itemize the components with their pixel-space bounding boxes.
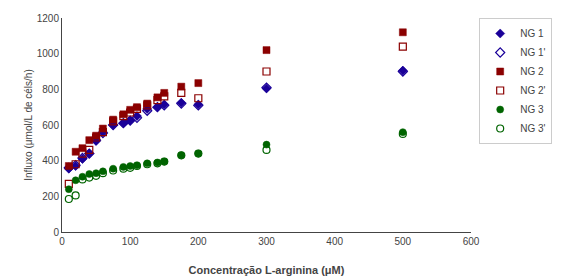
- svg-text:NG 1: NG 1: [520, 28, 544, 39]
- svg-text:0: 0: [59, 236, 65, 247]
- svg-text:1000: 1000: [37, 48, 60, 59]
- svg-text:NG 2': NG 2': [520, 85, 545, 96]
- svg-text:100: 100: [122, 236, 139, 247]
- svg-text:800: 800: [42, 84, 59, 95]
- svg-text:200: 200: [42, 191, 59, 202]
- svg-text:Concentração L-arginina (μM): Concentração L-arginina (μM): [189, 264, 345, 276]
- svg-text:300: 300: [258, 236, 275, 247]
- svg-text:NG 3: NG 3: [520, 104, 544, 115]
- svg-text:200: 200: [190, 236, 207, 247]
- svg-text:0: 0: [53, 227, 59, 238]
- svg-text:500: 500: [394, 236, 411, 247]
- svg-text:600: 600: [42, 120, 59, 131]
- svg-text:400: 400: [326, 236, 343, 247]
- svg-text:NG 1': NG 1': [520, 47, 545, 58]
- svg-text:1200: 1200: [37, 13, 60, 24]
- svg-text:400: 400: [42, 155, 59, 166]
- svg-text:600: 600: [463, 236, 480, 247]
- svg-text:Influxo (μmol/L de céls/h): Influxo (μmol/L de céls/h): [23, 69, 34, 181]
- svg-text:NG 2: NG 2: [520, 66, 544, 77]
- svg-text:NG 3': NG 3': [520, 123, 545, 134]
